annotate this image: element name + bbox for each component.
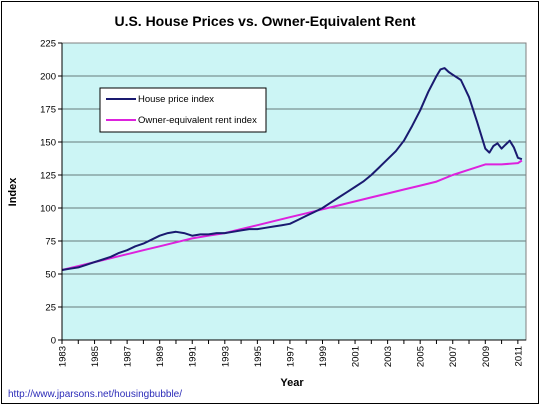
- x-axis-title: Year: [280, 377, 304, 389]
- x-tick-label: 2005: [416, 346, 427, 367]
- y-tick-label: 0: [51, 336, 56, 347]
- series-line-house-price: [61, 67, 523, 271]
- y-tick-label: 200: [40, 72, 56, 83]
- x-tick-label: 2001: [351, 346, 362, 367]
- y-tick-label: 150: [40, 138, 56, 149]
- x-tick-label: 1983: [58, 346, 69, 367]
- x-tick-label: 1999: [318, 346, 329, 367]
- y-tick-label: 175: [40, 105, 56, 116]
- y-tick-label: 75: [45, 237, 56, 248]
- axes: [58, 42, 527, 344]
- x-tick-label: 1991: [188, 346, 199, 367]
- x-tick-label: 1993: [220, 346, 231, 367]
- x-tick-label: 1995: [253, 346, 264, 367]
- x-tick-label: 2003: [383, 346, 394, 367]
- legend: House price index Owner-equivalent rent …: [99, 87, 267, 133]
- legend-label-rent: Owner-equivalent rent index: [138, 115, 257, 126]
- y-tick-label: 225: [40, 39, 56, 50]
- x-tick-label: 1997: [285, 346, 296, 367]
- y-tick-labels: 0 25 50 75 100 125 150 175 200 225: [40, 39, 56, 347]
- y-tick-label: 100: [40, 204, 56, 215]
- x-tick-label: 2007: [448, 346, 459, 367]
- y-tick-label: 50: [45, 270, 56, 281]
- y-axis-title: Index: [7, 177, 19, 207]
- y-tick-label: 25: [45, 303, 56, 314]
- chart-title: U.S. House Prices vs. Owner-Equivalent R…: [114, 13, 415, 29]
- source-url: http://www.jparsons.net/housingbubble/: [8, 389, 182, 400]
- y-tick-label: 125: [40, 171, 56, 182]
- x-tick-label: 2011: [513, 346, 524, 366]
- x-tick-label: 1985: [90, 346, 101, 367]
- series-line-owner-equivalent-rent: [61, 159, 523, 271]
- series-layer: [61, 67, 523, 271]
- x-tick-label: 2009: [481, 346, 492, 367]
- x-tick-label: 1989: [155, 346, 166, 367]
- x-tick-label: 1987: [123, 346, 134, 367]
- legend-box: [99, 87, 267, 133]
- x-tick-labels: 1983 1985 1987 1989 1991 1993 1995 1997 1999 2001…: [58, 346, 525, 367]
- legend-label-house-price: House price index: [138, 94, 214, 105]
